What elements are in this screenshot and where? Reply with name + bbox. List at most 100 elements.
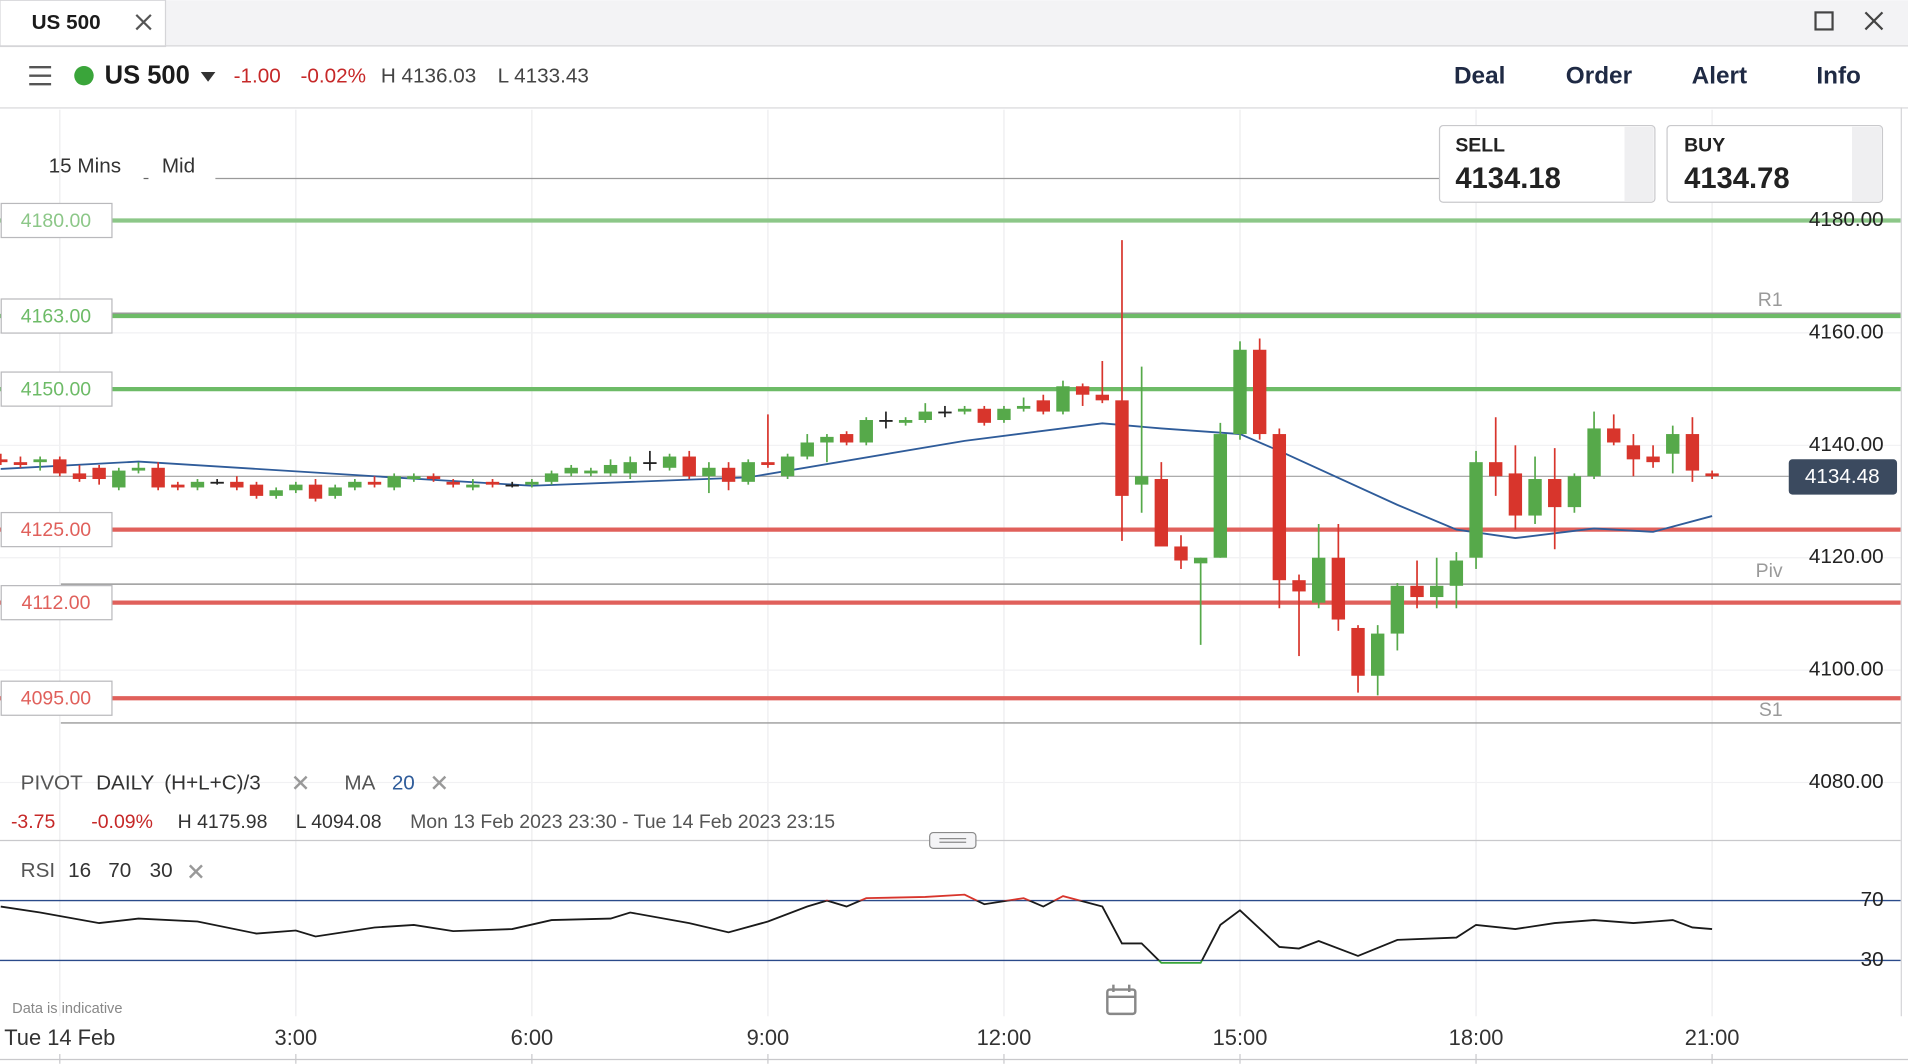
pivot-label: R1 xyxy=(1758,289,1783,311)
buy-button[interactable]: BUY 4134.78 xyxy=(1666,124,1884,203)
panel-resize-handle[interactable] xyxy=(929,831,977,849)
candle-body xyxy=(1075,386,1090,395)
price-chart: R1 Piv S1 4180.00 4163.00 4150.00 4125.00 4112.… xyxy=(0,109,1901,1017)
candle-body xyxy=(269,490,283,496)
moving-average-line xyxy=(0,422,1713,540)
candle-body xyxy=(210,481,224,484)
candle-body xyxy=(1390,585,1405,634)
pivot-label: S1 xyxy=(1759,699,1783,721)
candle-body xyxy=(938,411,952,414)
candle-body xyxy=(1371,633,1385,676)
candle-body xyxy=(1685,434,1700,471)
candle-body xyxy=(1626,445,1641,460)
rsi-param: 16 xyxy=(68,859,91,882)
y-tick-label: 4160.00 xyxy=(1809,320,1884,343)
candle-body xyxy=(800,442,814,457)
menu-item[interactable]: Info xyxy=(1816,62,1861,89)
remove-indicator[interactable] xyxy=(188,864,203,879)
candle-body xyxy=(171,484,185,488)
candle-body xyxy=(1233,349,1247,435)
candle-body xyxy=(13,462,28,465)
level-label: 4163.00 xyxy=(21,305,91,327)
menu-item[interactable]: Deal xyxy=(1454,62,1505,89)
candle-body xyxy=(289,484,303,491)
y-tick-label: 4120.00 xyxy=(1809,545,1884,568)
candle-body xyxy=(702,467,716,477)
level-tag[interactable] xyxy=(0,511,113,548)
calendar-button[interactable] xyxy=(1106,984,1137,1016)
x-tick-label: 6:00 xyxy=(511,1025,554,1050)
rsi-tick-label: 70 xyxy=(1861,888,1884,911)
sell-button[interactable]: SELL 4134.18 xyxy=(1438,124,1656,203)
x-tick-label: 3:00 xyxy=(275,1025,318,1050)
menu-item[interactable]: Order xyxy=(1566,62,1633,89)
level-tag[interactable] xyxy=(0,202,113,239)
level-label: 4095.00 xyxy=(21,688,91,710)
candle-body xyxy=(780,456,795,477)
sell-box[interactable] xyxy=(1438,124,1656,203)
candle-body xyxy=(33,459,47,463)
candle-body xyxy=(957,408,972,412)
x-tick-label: 21:00 xyxy=(1685,1025,1740,1050)
candle-body xyxy=(1252,349,1267,435)
candle-body xyxy=(1115,400,1129,496)
candle-body xyxy=(387,476,401,488)
pivot-label: Piv xyxy=(1756,560,1783,582)
candle-body xyxy=(131,467,146,471)
candle-body xyxy=(1705,473,1719,477)
interval[interactable]: 15 Mins xyxy=(49,154,121,177)
rsi-line xyxy=(0,900,1713,961)
price-type[interactable]: Mid xyxy=(162,154,195,177)
change-pct: -0.02% xyxy=(301,64,367,87)
range-change-pct: -0.09% xyxy=(91,811,153,833)
candle-body xyxy=(1331,557,1346,620)
candle-body xyxy=(603,464,618,474)
level-tag[interactable] xyxy=(0,298,113,334)
level-tag[interactable] xyxy=(0,371,113,407)
candle-body xyxy=(1607,428,1621,443)
rsi-name: RSI xyxy=(21,859,55,882)
close-window-button[interactable] xyxy=(1864,11,1884,31)
candle-body xyxy=(1292,580,1306,592)
instrument[interactable]: US 500 xyxy=(105,62,190,90)
candle-body xyxy=(308,484,323,499)
rsi-param: 30 xyxy=(150,859,173,882)
tab-title[interactable]: US 500 xyxy=(32,11,101,34)
remove-indicator[interactable] xyxy=(293,775,308,790)
x-tick-label: 12:00 xyxy=(977,1025,1032,1050)
tab-close[interactable] xyxy=(135,14,152,31)
candle-body xyxy=(112,470,126,488)
candle-body xyxy=(997,408,1011,421)
level-tag[interactable] xyxy=(0,680,113,716)
last-price-tag xyxy=(1788,459,1898,495)
menu-button[interactable] xyxy=(29,65,52,86)
remove-indicator[interactable] xyxy=(432,775,447,790)
ma-period: 20 xyxy=(392,771,415,794)
candle-body xyxy=(1449,560,1464,586)
maximize-button[interactable] xyxy=(1814,11,1834,31)
buy-strip xyxy=(1852,126,1882,202)
candle-body xyxy=(1174,546,1188,561)
candle-body xyxy=(1646,456,1660,463)
rsi-tick-label: 30 xyxy=(1861,948,1884,971)
candle-body xyxy=(820,436,834,443)
candle-body xyxy=(977,408,991,423)
level-tag[interactable] xyxy=(0,585,113,621)
range-low: L 4094.08 xyxy=(296,811,382,833)
candle-body xyxy=(1272,434,1287,581)
y-tick-label: 4180.00 xyxy=(1809,208,1884,231)
tab[interactable] xyxy=(0,0,167,48)
candle-body xyxy=(485,481,500,485)
buy-price[interactable]: 4134.78 xyxy=(1684,163,1790,195)
rsi-param: 70 xyxy=(108,859,131,882)
buy-box[interactable] xyxy=(1666,124,1884,203)
candle-body xyxy=(466,484,480,488)
menu-item[interactable]: Alert xyxy=(1692,62,1747,89)
y-tick-label: 4100.00 xyxy=(1809,658,1884,681)
sell-price[interactable]: 4134.18 xyxy=(1455,163,1561,195)
buy-label[interactable]: BUY xyxy=(1684,134,1725,156)
sell-label[interactable]: SELL xyxy=(1455,134,1505,156)
candle-body xyxy=(1134,476,1149,485)
instrument-dropdown[interactable] xyxy=(200,72,216,82)
candle-body xyxy=(1469,462,1483,558)
